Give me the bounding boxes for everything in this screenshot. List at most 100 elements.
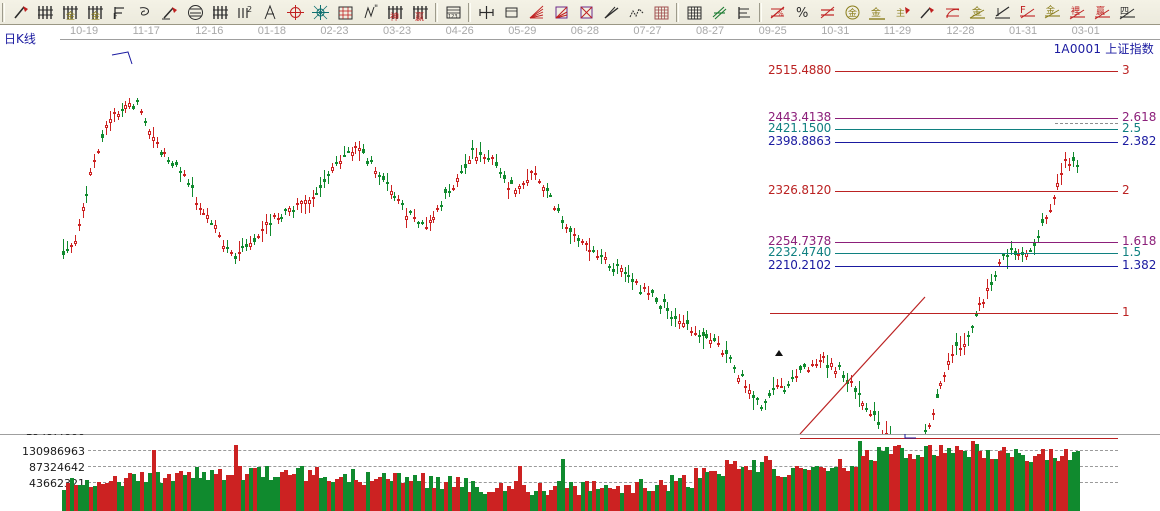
toolbar-separator [676, 2, 679, 22]
fib-level-line[interactable] [835, 129, 1118, 130]
toolbar-range-tool[interactable] [474, 1, 499, 24]
toolbar-wave-tool[interactable]: " [358, 1, 383, 24]
toolbar-draw-pen-tool[interactable] [8, 1, 33, 24]
candlestick-wick [586, 241, 587, 251]
toolbar-ying-tool[interactable]: 赢 [408, 1, 433, 24]
volume-bar [702, 468, 706, 511]
toolbar-golden-section-tool[interactable]: 金 [58, 1, 83, 24]
toolbar-circle-tool[interactable] [183, 1, 208, 24]
volume-bar [1033, 456, 1037, 511]
volume-bar [815, 466, 819, 511]
fib-level-line[interactable] [835, 71, 1118, 72]
toolbar-percent-lines-tool[interactable]: F [108, 1, 133, 24]
candlestick-body [737, 378, 740, 382]
volume-bar [932, 455, 936, 511]
toolbar-gold-lines-tool[interactable]: 主 [890, 1, 915, 24]
toolbar-si-slope-tool[interactable]: 四 [1115, 1, 1140, 24]
toolbar-ying-slope-tool[interactable]: 赢 [1090, 1, 1115, 24]
toolbar-percent-tool[interactable]: % [790, 1, 815, 24]
toolbar-fib-arc-tool[interactable] [940, 1, 965, 24]
toolbar-square-root-tool[interactable]: 2 [233, 1, 258, 24]
volume-bar [627, 485, 631, 511]
volume-bar [366, 472, 370, 511]
candlestick-body [791, 377, 794, 379]
toolbar-li-slope-tool[interactable]: 裡 [1065, 1, 1090, 24]
toolbar-gold-circle-tool[interactable]: 金 [840, 1, 865, 24]
toolbar-crosshair-tool[interactable] [283, 1, 308, 24]
volume-bar [269, 480, 273, 511]
toolbar-trend-line-tool[interactable] [599, 1, 624, 24]
volume-bar [124, 478, 128, 511]
volume-bar [705, 472, 709, 511]
candlestick-body [702, 332, 705, 336]
candlestick-body [631, 279, 634, 282]
fib-level-line[interactable] [835, 253, 1118, 254]
candlestick-body [1029, 250, 1032, 252]
volume-bar [951, 453, 955, 511]
fib-level-line[interactable] [835, 266, 1118, 267]
volume-bar [709, 471, 713, 511]
candlestick-body [432, 217, 435, 220]
toolbar-f-line-tool[interactable]: F [1015, 1, 1040, 24]
toolbar-gold-bar-tool[interactable]: 金 [865, 1, 890, 24]
toolbar-angle-fan-tool[interactable] [258, 1, 283, 24]
toolbar-gold-fan-tool[interactable]: 金 [965, 1, 990, 24]
fib-level-line[interactable] [835, 242, 1118, 243]
toolbar-ladder-tool[interactable]: 123 [441, 1, 466, 24]
toolbar-ruler-tool[interactable] [732, 1, 757, 24]
fib-level-line[interactable] [835, 118, 1118, 119]
toolbar-fan-rays-tool[interactable] [524, 1, 549, 24]
volume-bar [780, 477, 784, 511]
volume-bar [955, 446, 959, 511]
candlestick-wick [937, 389, 938, 398]
volume-bar [335, 479, 339, 511]
volume-chart-pane[interactable]: 1949.46001309869638732464243662321 [0, 434, 1160, 511]
candlestick-wick [1007, 249, 1008, 269]
support-level-line[interactable] [800, 438, 1118, 439]
volume-bar [885, 447, 889, 511]
candlestick-body [924, 430, 927, 432]
toolbar-speed-lines-tool[interactable] [549, 1, 574, 24]
candlestick-wick [430, 215, 431, 231]
candlestick-body [1010, 248, 1013, 250]
candlestick-body [483, 157, 486, 159]
toolbar-star-tool[interactable] [308, 1, 333, 24]
toolbar-grid-dark-tool[interactable] [682, 1, 707, 24]
toolbar-grid-lines-tool[interactable] [33, 1, 58, 24]
fib-level-line[interactable] [770, 313, 1118, 314]
toolbar-rect-diagonal-tool[interactable] [574, 1, 599, 24]
candlestick-body [620, 268, 623, 272]
toolbar-box-tool[interactable] [333, 1, 358, 24]
toolbar-rect-frame-tool[interactable] [499, 1, 524, 24]
toolbar-gold-pen-tool[interactable] [915, 1, 940, 24]
price-chart-pane[interactable]: 2515.4880 3 2443.4138 2.618 2421.1500 2.5 2398… [0, 42, 1160, 434]
volume-bar [604, 485, 608, 511]
toolbar-parallel-lines-tool[interactable] [707, 1, 732, 24]
fib-level-line[interactable] [835, 142, 1118, 143]
toolbar-percent-lines2-tool[interactable] [815, 1, 840, 24]
candlestick-body [542, 187, 545, 191]
toolbar-fib-percent-tool[interactable]: % [765, 1, 790, 24]
toolbar-gold-slope-tool[interactable]: 金 [1040, 1, 1065, 24]
volume-bar [397, 473, 401, 511]
volume-bar [93, 486, 97, 511]
toolbar-zigzag-tool[interactable] [624, 1, 649, 24]
candlestick-body [842, 375, 845, 378]
candlestick-wick [309, 197, 310, 213]
volume-bar [339, 477, 343, 511]
toolbar-j-line-tool[interactable] [990, 1, 1015, 24]
candlestick-body [709, 340, 712, 344]
toolbar-pen-trend-tool[interactable] [158, 1, 183, 24]
candlestick-wick [63, 239, 64, 259]
toolbar-spiral-tool[interactable] [133, 1, 158, 24]
volume-bar [171, 481, 175, 511]
toolbar-gann-grid-tool[interactable] [208, 1, 233, 24]
fib-level-line[interactable] [835, 191, 1118, 192]
toolbar-grid-red-tool[interactable] [649, 1, 674, 24]
volume-bar [249, 468, 253, 511]
candlestick-body [241, 246, 244, 248]
candlestick-body [787, 384, 790, 386]
drawing-tools-toolbar[interactable]: 金金 F 2 " 神赢 123%% 金金主金 F 金裡赢四 [0, 0, 1160, 25]
toolbar-shen-tool[interactable]: 神 [383, 1, 408, 24]
toolbar-golden-ratio-tool[interactable]: 金 [83, 1, 108, 24]
